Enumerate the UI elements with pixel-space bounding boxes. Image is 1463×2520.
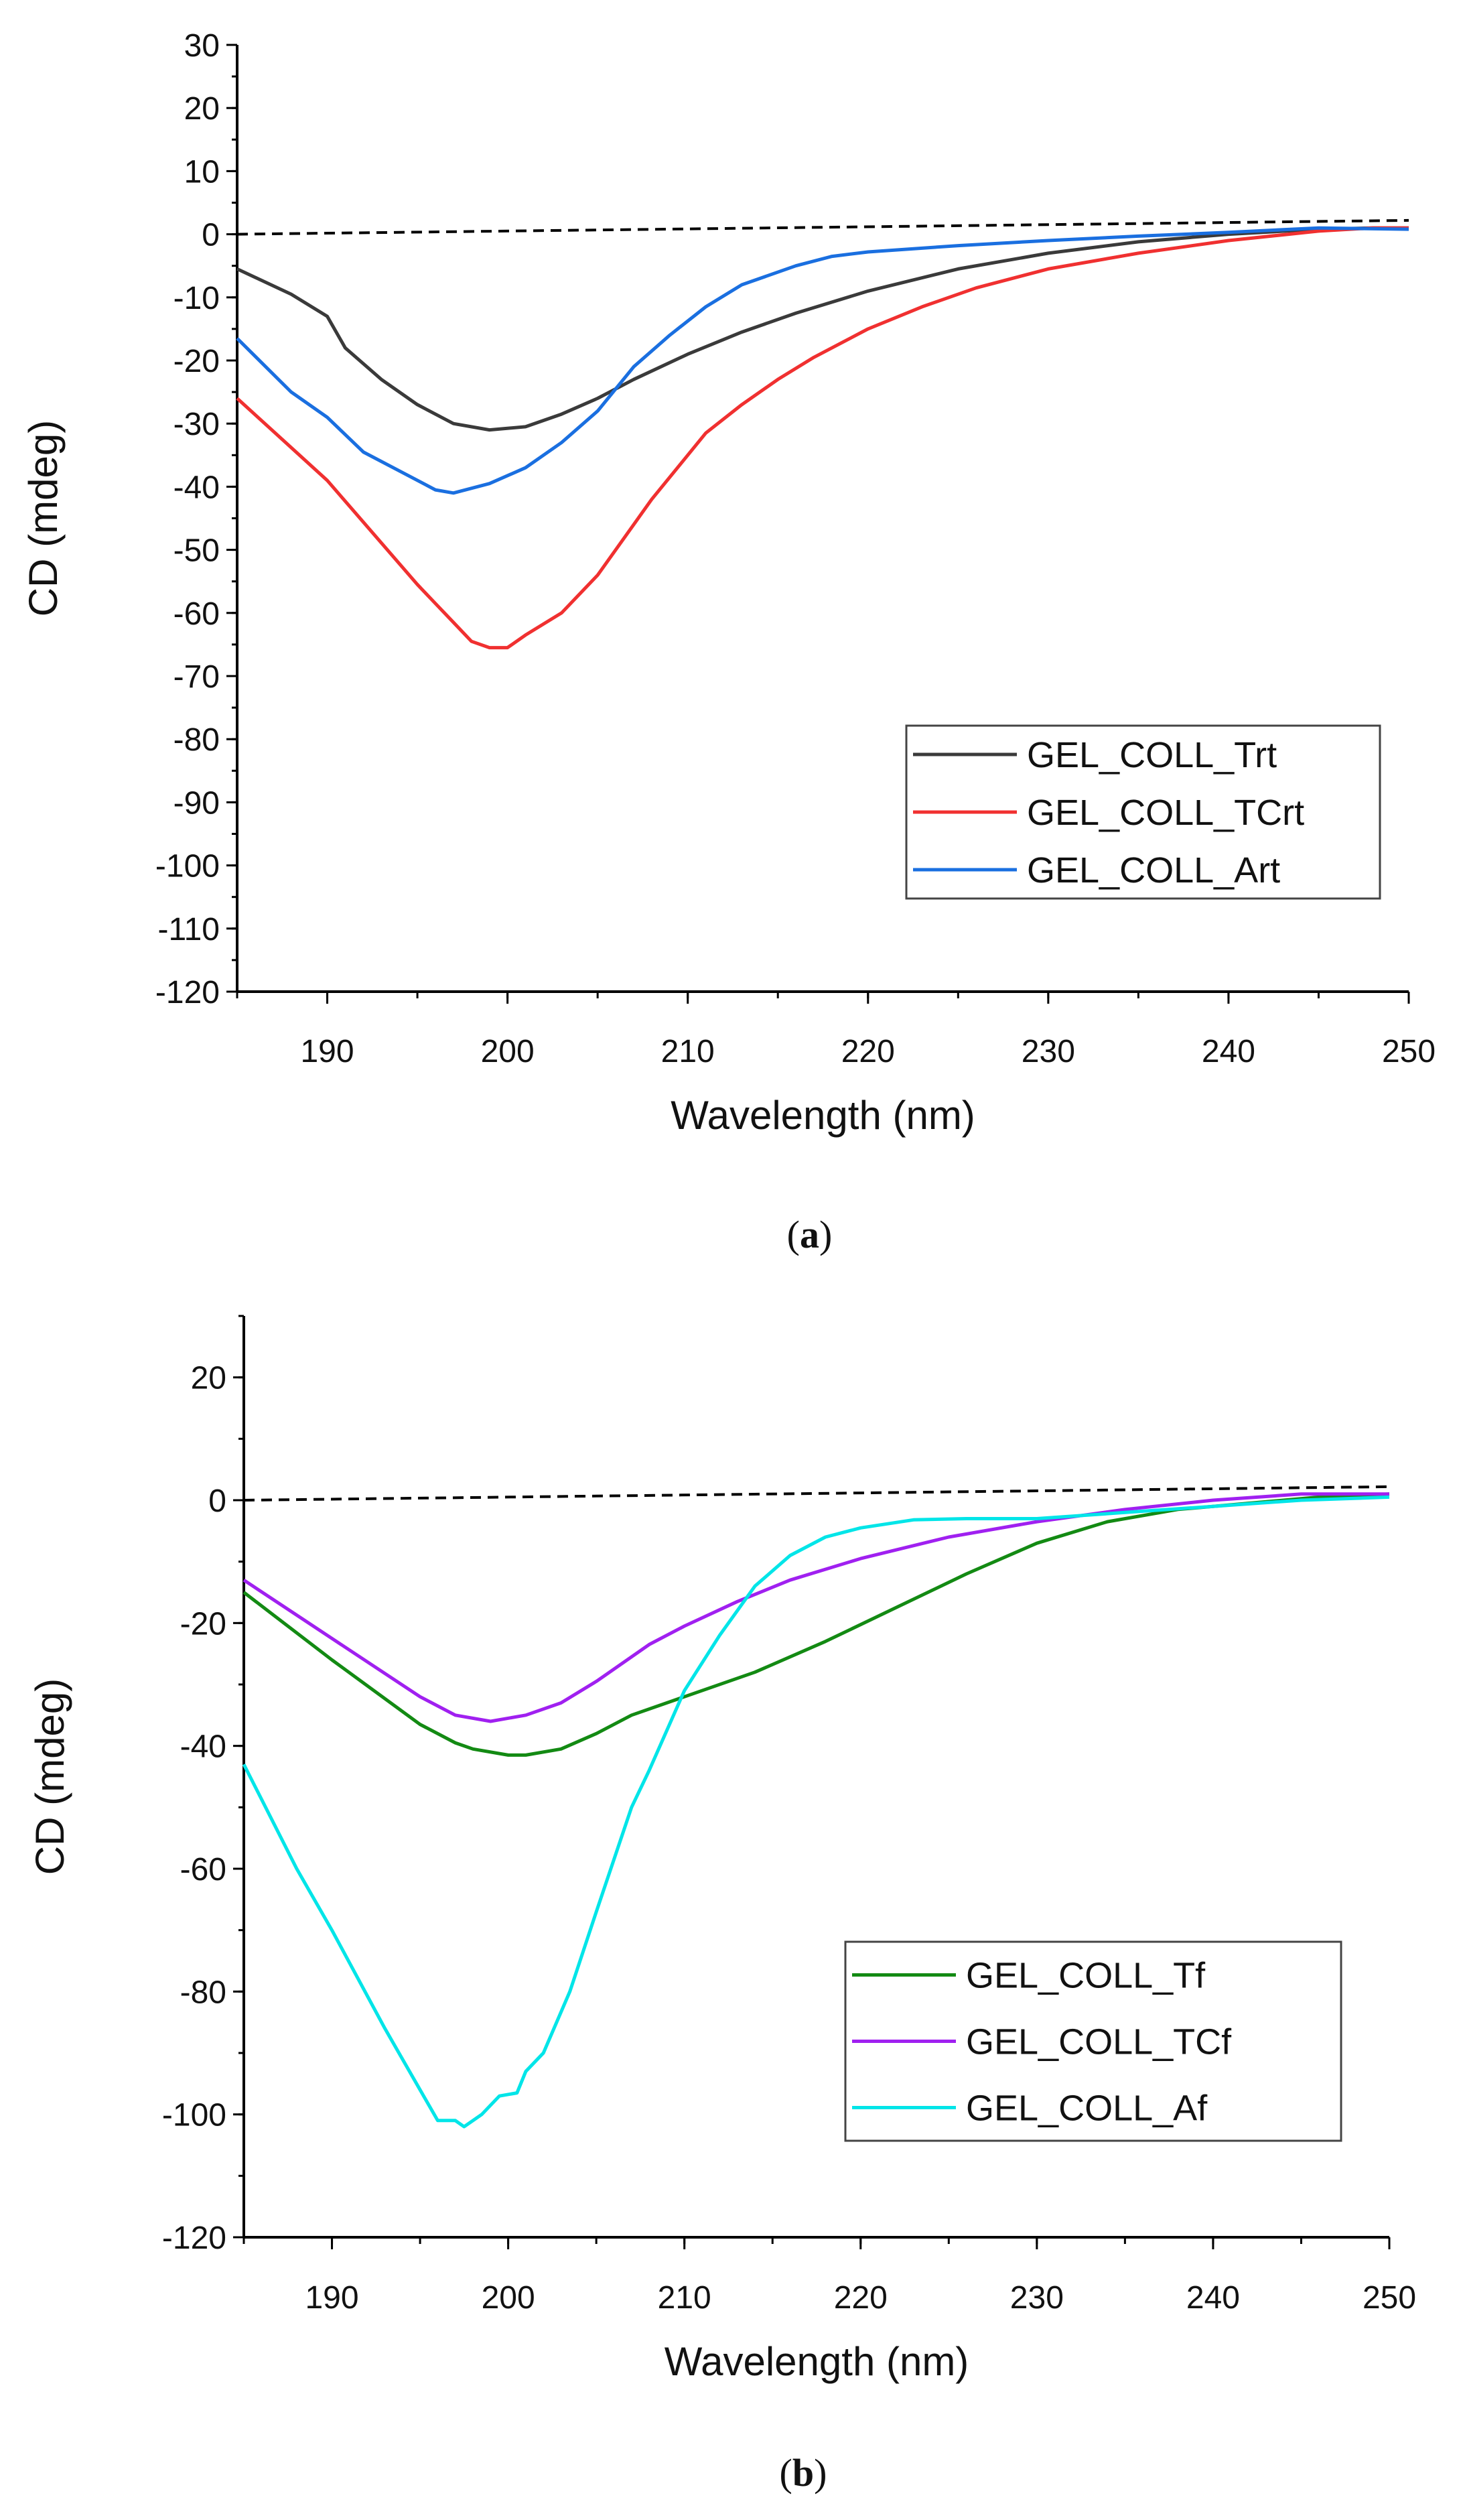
- series-line-gel-coll-trt: [236, 226, 1409, 432]
- x-tick-label: 220: [841, 1034, 895, 1069]
- y-tick-label: -60: [173, 596, 220, 632]
- x-tick-label: 190: [305, 2280, 358, 2316]
- y-tick-label: -100: [162, 2098, 226, 2133]
- series-line-gel-coll-tf: [242, 1492, 1390, 1757]
- legend-label: GEL_COLL_Trt: [1027, 735, 1277, 775]
- y-axis-title: CD (mdeg): [21, 420, 66, 616]
- x-tick-label: 200: [482, 2280, 535, 2316]
- y-tick-label: -90: [173, 785, 220, 821]
- series-line-gel-coll-af: [242, 1495, 1390, 2129]
- legend: GEL_COLL_Tf GEL_COLL_TCf GEL_COLL_Af: [844, 1940, 1342, 2142]
- y-tick-label: 0: [208, 1483, 226, 1519]
- panel-caption-letter: b: [792, 2451, 814, 2495]
- x-tick-label: 250: [1363, 2280, 1416, 2316]
- legend-label: GEL_COLL_TCrt: [1027, 793, 1304, 833]
- x-tick-label: 210: [661, 1034, 715, 1069]
- panel-caption-letter: a: [800, 1213, 819, 1256]
- y-tick-label: -40: [173, 470, 220, 505]
- y-tick-label: 0: [202, 218, 220, 253]
- y-tick-label: -100: [155, 849, 220, 884]
- legend-label: GEL_COLL_Af: [966, 2088, 1208, 2129]
- x-tick-label: 240: [1202, 1034, 1255, 1069]
- y-tick-label: -10: [173, 281, 220, 316]
- y-tick-label: -120: [155, 975, 220, 1010]
- y-tick-label: -40: [180, 1729, 226, 1765]
- y-tick-label: 20: [191, 1361, 226, 1396]
- panel-caption: (a): [787, 1213, 833, 1256]
- x-axis-title: Wavelength (nm): [671, 1093, 975, 1138]
- series-line-gel-coll-tcf: [242, 1492, 1389, 1723]
- y-tick-label: -20: [173, 344, 220, 379]
- y-tick-label: -80: [173, 722, 220, 758]
- legend-label: GEL_COLL_Art: [1027, 850, 1280, 890]
- series-line-gel-coll-art: [236, 226, 1409, 495]
- y-tick-label: 10: [184, 154, 220, 190]
- zero-baseline: [236, 218, 1409, 236]
- panel-caption: (b): [780, 2451, 827, 2495]
- y-tick-label: 20: [184, 91, 220, 127]
- x-tick-label: 220: [834, 2280, 888, 2316]
- x-tick-label: 200: [481, 1034, 535, 1069]
- y-tick-label: -50: [173, 533, 220, 569]
- legend-label: GEL_COLL_TCf: [966, 2022, 1232, 2062]
- y-tick-label: -70: [173, 659, 220, 695]
- y-tick-label: -30: [173, 407, 220, 442]
- y-tick-label: 30: [184, 28, 220, 64]
- x-tick-label: 230: [1022, 1034, 1075, 1069]
- zero-baseline: [243, 1485, 1390, 1502]
- y-tick-label: -120: [162, 2220, 226, 2256]
- legend: GEL_COLL_Trt GEL_COLL_TCrt GEL_COLL_Art: [905, 724, 1381, 900]
- x-tick-label: 210: [658, 2280, 711, 2316]
- legend-label: GEL_COLL_Tf: [966, 1956, 1206, 1996]
- y-tick-label: -80: [180, 1975, 226, 2010]
- x-tick-label: 190: [300, 1034, 354, 1069]
- y-tick-label: -110: [157, 912, 220, 947]
- x-tick-label: 250: [1382, 1034, 1436, 1069]
- y-tick-label: -20: [180, 1606, 226, 1642]
- x-tick-label: 240: [1186, 2280, 1240, 2316]
- series-line-gel-coll-tcrt: [236, 226, 1409, 650]
- y-axis-title: CD (mdeg): [27, 1678, 72, 1875]
- chart-panel-a: 30 20 10 0 -10 -20 -30 -40 -50 -60 -70 -80 -90 -100 -1…: [21, 28, 1436, 1256]
- x-tick-label: 230: [1010, 2280, 1064, 2316]
- x-axis-title: Wavelength (nm): [665, 2339, 969, 2384]
- y-tick-label: -60: [180, 1852, 226, 1887]
